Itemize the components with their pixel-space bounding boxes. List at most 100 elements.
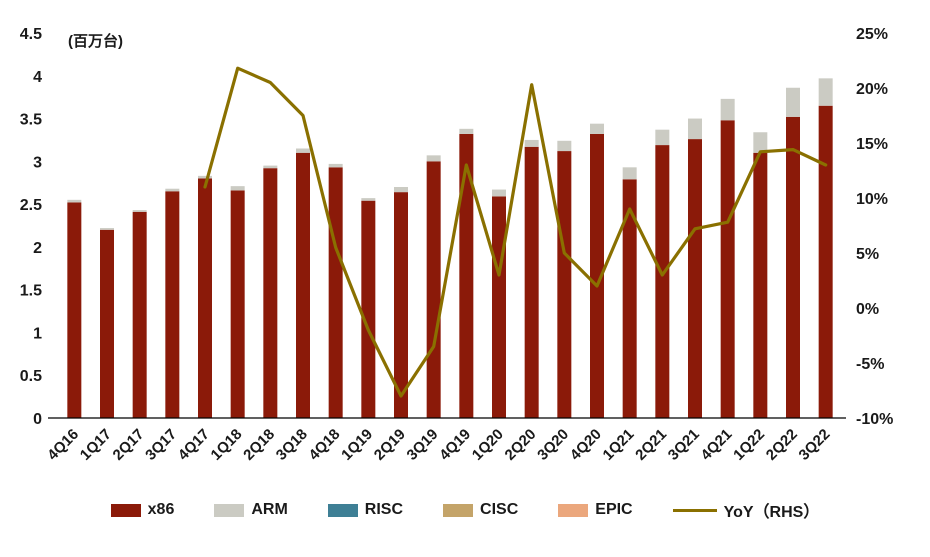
x-axis-label-2Q20: 2Q20 — [502, 426, 540, 464]
bar-segment-x86-4Q18 — [328, 167, 343, 418]
unit-label: (百万台) — [68, 32, 123, 50]
legend-item-epic: EPIC — [558, 501, 633, 519]
x-axis-label-2Q17: 2Q17 — [110, 426, 148, 464]
bar-segment-x86-2Q20 — [524, 146, 539, 419]
x-axis-label-4Q18: 4Q18 — [306, 426, 344, 464]
bar-segment-x86-4Q21 — [720, 120, 735, 419]
bar-segment-x86-1Q22 — [753, 152, 768, 418]
bar-segment-x86-4Q16 — [67, 202, 82, 418]
bar-segment-ARM-4Q17 — [198, 175, 212, 179]
left-axis-tick: 1 — [33, 325, 42, 342]
bar-segment-ARM-4Q21 — [720, 98, 735, 121]
bar-segment-ARM-1Q20 — [492, 189, 506, 197]
left-axis-tick: 3 — [33, 154, 42, 171]
bar-segment-ARM-4Q19 — [459, 128, 474, 134]
bar-segment-x86-1Q21 — [622, 179, 637, 418]
bar-segment-ARM-3Q17 — [165, 188, 180, 192]
legend-item-yoy: YoY（RHS） — [672, 498, 820, 522]
bar-segment-x86-2Q18 — [263, 168, 278, 418]
right-axis-tick: 0% — [856, 301, 879, 318]
x-axis-label-4Q20: 4Q20 — [567, 426, 605, 464]
bar-segment-x86-2Q22 — [786, 116, 800, 418]
bar-segment-ARM-2Q17 — [132, 210, 147, 212]
legend-label-yoy: YoY（RHS） — [723, 504, 820, 521]
risc-swatch — [327, 503, 358, 517]
bar-segment-x86-4Q20 — [590, 133, 604, 418]
legend-label-epic: EPIC — [595, 501, 633, 518]
x-axis-label-1Q17: 1Q17 — [77, 426, 115, 464]
legend-item-arm: ARM — [214, 501, 288, 519]
bar-segment-ARM-2Q21 — [655, 129, 670, 146]
bar-segment-ARM-2Q20 — [524, 139, 539, 147]
bar-segment-x86-1Q20 — [492, 196, 506, 418]
x-axis-label-2Q19: 2Q19 — [371, 426, 409, 464]
yoy-line-swatch — [672, 508, 717, 512]
x-axis-label-2Q22: 2Q22 — [763, 426, 801, 464]
bar-segment-ARM-1Q22 — [753, 132, 768, 153]
x-axis-label-3Q22: 3Q22 — [796, 426, 834, 464]
right-axis-tick: 10% — [856, 191, 888, 208]
left-axis-tick: 4 — [33, 69, 42, 86]
left-axis-tick: 3.5 — [20, 112, 42, 129]
bar-segment-ARM-4Q18 — [328, 163, 343, 168]
x-axis-label-3Q21: 3Q21 — [665, 426, 703, 464]
x-axis-label-4Q21: 4Q21 — [698, 426, 736, 464]
bar-segment-x86-2Q21 — [655, 145, 670, 419]
x-axis-label-1Q22: 1Q22 — [730, 426, 768, 464]
right-axis-tick: 20% — [856, 81, 888, 98]
bar-segment-x86-2Q19 — [394, 192, 408, 418]
legend-item-x86: x86 — [110, 501, 175, 519]
bar-segment-ARM-1Q21 — [622, 167, 637, 180]
bar-segment-ARM-1Q17 — [100, 228, 114, 230]
bar-segment-x86-4Q17 — [198, 178, 212, 418]
shipments-yoy-chart: 4.5 4 3.5 3 2.5 2 1.5 1 0.5 0 25% 20% 15% 10% 5% 0% -5% -… — [20, 26, 894, 464]
x-axis-label-3Q17: 3Q17 — [142, 426, 180, 464]
bar-segment-x86-3Q18 — [296, 152, 310, 418]
bar-segment-ARM-2Q19 — [394, 187, 408, 193]
bar-segment-ARM-3Q20 — [557, 140, 572, 152]
bar-segment-x86-4Q19 — [459, 133, 474, 418]
right-axis-tick: 15% — [856, 136, 888, 153]
legend-item-risc: RISC — [327, 501, 404, 519]
bar-segment-ARM-2Q18 — [263, 165, 278, 169]
right-axis-tick: 5% — [856, 246, 879, 263]
bar-segment-ARM-3Q21 — [688, 118, 702, 140]
arm-swatch — [214, 503, 245, 517]
bar-segment-ARM-3Q19 — [426, 155, 441, 162]
x-axis-label-3Q18: 3Q18 — [273, 426, 311, 464]
left-axis-tick: 0 — [33, 411, 42, 428]
legend-label-x86: x86 — [147, 501, 175, 518]
bar-segment-x86-3Q19 — [426, 161, 441, 419]
bar-segment-ARM-4Q16 — [67, 199, 82, 203]
bar-segment-x86-1Q19 — [361, 200, 376, 418]
right-axis-tick: -5% — [856, 356, 884, 373]
bar-segment-x86-1Q17 — [100, 229, 114, 418]
x86-swatch — [110, 503, 141, 517]
legend-label-arm: ARM — [251, 501, 288, 518]
bar-segment-ARM-3Q18 — [296, 148, 310, 153]
yoy-line — [203, 66, 828, 398]
cisc-swatch — [443, 503, 474, 517]
bar-segment-x86-3Q22 — [818, 105, 833, 418]
x-axis-label-2Q18: 2Q18 — [240, 426, 278, 464]
bar-segment-ARM-2Q22 — [786, 87, 800, 117]
bar-segment-x86-3Q20 — [557, 151, 572, 419]
right-axis-tick: -10% — [856, 411, 893, 428]
legend: x86 ARM RISC CISC EPIC YoY（RHS） — [0, 498, 930, 522]
x-axis-label-1Q21: 1Q21 — [600, 426, 638, 464]
bar-segment-x86-1Q18 — [230, 190, 245, 418]
legend-label-risc: RISC — [364, 501, 404, 518]
epic-swatch — [558, 503, 589, 517]
bar-segment-x86-2Q17 — [132, 211, 147, 418]
left-axis-tick: 4.5 — [20, 26, 42, 43]
bar-segment-ARM-3Q22 — [818, 78, 833, 106]
x-axis-label-3Q20: 3Q20 — [534, 426, 572, 464]
bar-segment-ARM-1Q18 — [230, 186, 245, 191]
left-axis-tick: 2.5 — [20, 197, 42, 214]
left-axis-tick: 1.5 — [20, 283, 42, 300]
x-axis-label-1Q19: 1Q19 — [338, 426, 376, 464]
x-axis-label-2Q21: 2Q21 — [632, 426, 670, 464]
legend-item-cisc: CISC — [443, 501, 518, 519]
x-axis-label-1Q18: 1Q18 — [208, 426, 246, 464]
